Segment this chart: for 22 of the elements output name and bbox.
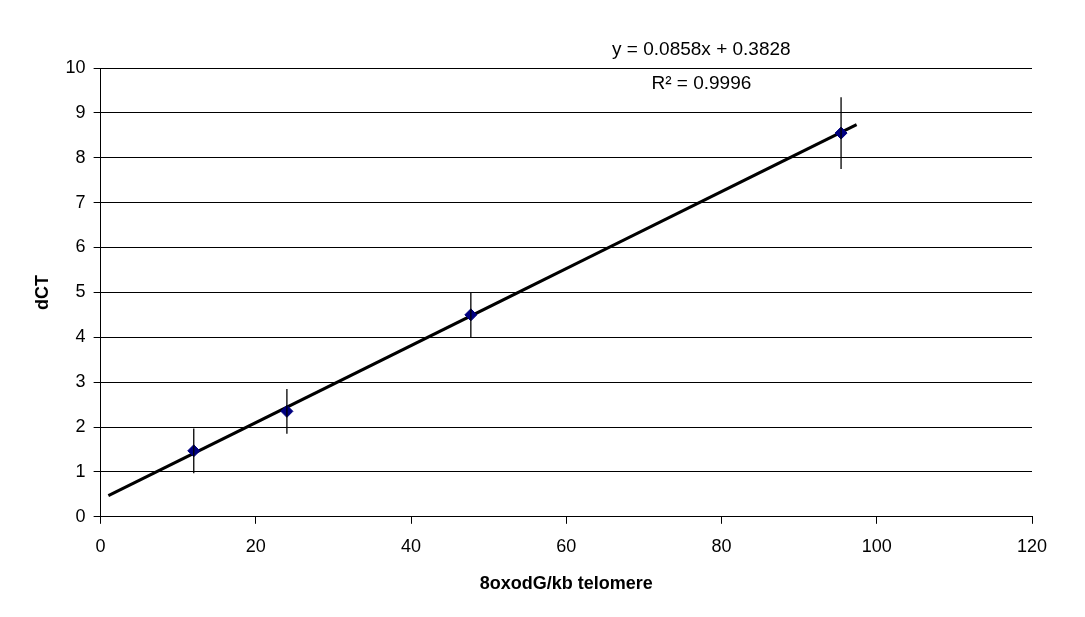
y-tick-label: 9 bbox=[75, 101, 86, 122]
y-tick-label: 5 bbox=[75, 281, 86, 302]
x-tick-label: 60 bbox=[556, 535, 577, 556]
x-tick-label: 80 bbox=[711, 535, 732, 556]
x-tick-label: 100 bbox=[861, 535, 892, 556]
y-tick-label: 1 bbox=[75, 460, 86, 481]
y-tick-label: 4 bbox=[75, 326, 86, 347]
x-tick-label: 0 bbox=[95, 535, 106, 556]
x-tick-label: 120 bbox=[1016, 535, 1048, 556]
y-axis-title: dCT bbox=[31, 274, 52, 310]
y-tick-label: 0 bbox=[75, 505, 86, 526]
x-tick-label: 40 bbox=[401, 535, 422, 556]
y-tick-label: 3 bbox=[75, 371, 86, 392]
y-tick-label: 8 bbox=[75, 146, 86, 167]
x-axis-title: 8oxodG/kb telomere bbox=[479, 573, 653, 594]
y-tick-label: 6 bbox=[75, 236, 86, 257]
y-tick-label: 2 bbox=[75, 416, 86, 437]
y-tick-label: 7 bbox=[75, 191, 86, 212]
text: y = 0.0858x + 0.3828 bbox=[612, 38, 791, 60]
x-tick-label: 20 bbox=[245, 535, 266, 556]
annotation: R² = 0.9996 bbox=[651, 72, 752, 94]
y-tick-label: 10 bbox=[65, 56, 86, 77]
